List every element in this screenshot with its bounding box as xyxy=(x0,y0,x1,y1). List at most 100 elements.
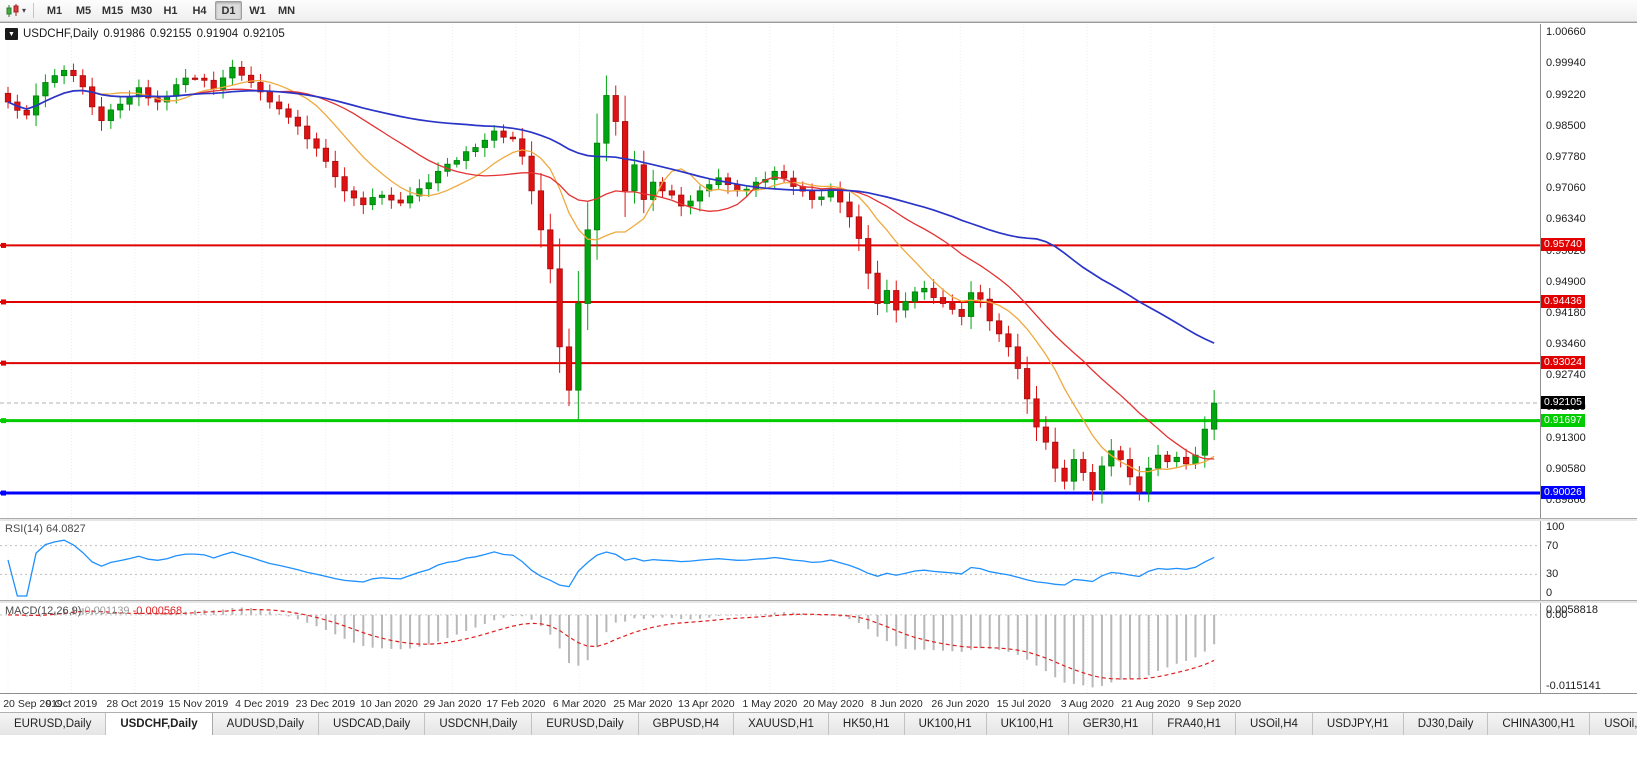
price-axis[interactable]: 1.00660 0.99940 0.99220 0.98500 0.97780 0.970… xyxy=(1540,24,1637,518)
ma-50-line xyxy=(7,89,1215,344)
rsi-axis-label: 100 xyxy=(1546,521,1565,533)
tab-usdcad-daily[interactable]: USDCAD,Daily xyxy=(318,713,426,735)
macd-pane[interactable]: MACD(12,26,9) 0.001139 -0.000568 0.00588… xyxy=(0,602,1637,693)
date-label: 10 Jan 2020 xyxy=(360,698,418,710)
price-line-badge: 0.94436 xyxy=(1541,294,1585,308)
rsi-pane[interactable]: RSI(14) 64.0827 100 70 30 0 xyxy=(0,520,1637,600)
tab-china300-h1[interactable]: CHINA300,H1 xyxy=(1488,713,1591,735)
tf-button-M15[interactable]: M15 xyxy=(101,4,124,17)
rsi-axis-label: 30 xyxy=(1546,568,1559,581)
price-line-badge: 0.93024 xyxy=(1541,356,1585,370)
price-axis-label: 0.93460 xyxy=(1546,338,1586,351)
price-axis-label: 0.94900 xyxy=(1546,275,1586,288)
date-label: 26 Jun 2020 xyxy=(931,698,990,710)
tab-ger30-h1[interactable]: GER30,H1 xyxy=(1068,713,1154,735)
rsi-axis[interactable]: 100 70 30 0 xyxy=(1540,520,1637,600)
price-axis-label: 0.94180 xyxy=(1546,307,1586,320)
macd-histogram xyxy=(16,607,1216,688)
hline-handle[interactable] xyxy=(1,360,6,366)
tab-dj30-daily[interactable]: DJ30,Daily xyxy=(1403,713,1489,735)
price-axis-label: 0.99220 xyxy=(1546,88,1586,101)
date-label: 6 Mar 2020 xyxy=(552,698,606,710)
date-label: 1 May 2020 xyxy=(742,698,798,710)
date-label: 23 Dec 2019 xyxy=(295,698,356,710)
tf-button-D1[interactable]: D1 xyxy=(215,1,243,20)
macd-chart[interactable] xyxy=(0,602,1540,693)
tf-button-M1[interactable]: M1 xyxy=(46,4,63,17)
chart-marker-icon: ▼ xyxy=(5,28,18,40)
ohlc-close: 0.92105 xyxy=(243,28,285,40)
grid-lines xyxy=(7,24,1215,518)
date-axis[interactable]: 20 Sep 2019 9 Oct 2019 28 Oct 2019 15 Nov 2… xyxy=(0,693,1637,713)
tf-button-H4[interactable]: H4 xyxy=(192,4,207,17)
tab-audusd-daily[interactable]: AUDUSD,Daily xyxy=(212,713,319,735)
timeframe-buttons: M1 M5 M15 M30 H1 H4 D1 W1 MN xyxy=(41,1,300,20)
symbol-period-label: USDCHF,Daily xyxy=(23,28,99,40)
price-axis-label: 0.97780 xyxy=(1546,151,1586,164)
price-line-badge: 0.91697 xyxy=(1541,413,1585,427)
tab-usdjpy-h1[interactable]: USDJPY,H1 xyxy=(1312,713,1404,735)
tab-uk100-h1[interactable]: UK100,H1 xyxy=(986,713,1069,735)
tab-hk50-h1[interactable]: HK50,H1 xyxy=(828,713,905,735)
date-label: 4 Dec 2019 xyxy=(235,698,289,710)
hline-handle[interactable] xyxy=(1,418,6,424)
date-label: 9 Oct 2019 xyxy=(45,698,98,710)
ohlc-low: 0.91904 xyxy=(196,28,239,40)
tab-eurusd-daily[interactable]: EURUSD,Daily xyxy=(532,713,639,735)
price-axis-label: 0.91300 xyxy=(1546,431,1586,444)
hline-handle[interactable] xyxy=(1,299,6,305)
candlesticks xyxy=(4,59,1218,504)
macd-axis-label: 0.00 xyxy=(1546,608,1568,621)
date-label: 20 Sep 2019 xyxy=(3,698,63,710)
tf-button-MN[interactable]: MN xyxy=(277,4,296,17)
pane-splitter[interactable] xyxy=(0,518,1637,521)
tab-xauusd-h1[interactable]: XAUUSD,H1 xyxy=(734,713,829,735)
price-line-badge: 0.95740 xyxy=(1541,238,1585,252)
chevron-down-icon: ▾ xyxy=(22,5,27,15)
tab-usdcnh-daily[interactable]: USDCNH,Daily xyxy=(425,713,533,735)
price-axis-label: 1.00660 xyxy=(1546,26,1586,39)
hline-handle[interactable] xyxy=(1,242,6,248)
price-axis-label: 0.97060 xyxy=(1546,182,1586,195)
rsi-chart[interactable] xyxy=(0,520,1540,600)
macd-axis[interactable]: 0.0058818 0.00 -0.0115141 xyxy=(1540,602,1637,693)
macd-label: MACD(12,26,9) 0.001139 -0.000568 xyxy=(5,605,183,617)
tab-eurusd-daily[interactable]: EURUSD,Daily xyxy=(0,713,107,735)
price-chart[interactable] xyxy=(0,24,1540,518)
tf-button-W1[interactable]: W1 xyxy=(249,4,266,17)
macd-axis-label: 0.0058818 xyxy=(1546,604,1598,616)
date-label: 29 Jan 2020 xyxy=(423,698,482,710)
price-line-badge: 0.90026 xyxy=(1541,486,1585,500)
date-label: 28 Oct 2019 xyxy=(106,698,164,710)
chart-window: ▼ USDCHF,Daily 0.91986 0.92155 0.91904 0… xyxy=(0,22,1637,713)
horizontal-lines[interactable] xyxy=(0,242,1540,496)
candlestick-icon xyxy=(6,3,19,17)
date-label: 15 Nov 2019 xyxy=(168,698,229,710)
price-axis-label: 0.96340 xyxy=(1546,213,1586,226)
tab-fra40-h1[interactable]: FRA40,H1 xyxy=(1153,713,1236,735)
price-axis-label: 0.98500 xyxy=(1546,119,1586,132)
toolbar-separator xyxy=(33,3,35,18)
pane-splitter[interactable] xyxy=(0,600,1637,603)
rsi-line xyxy=(7,539,1215,597)
date-label: 15 Jul 2020 xyxy=(996,698,1051,710)
ohlc-high: 0.92155 xyxy=(149,28,192,40)
macd-signal-line xyxy=(7,608,1215,680)
tab-usoil-h1[interactable]: USOil,H1 xyxy=(1590,713,1637,735)
tab-usoil-h4[interactable]: USOil,H4 xyxy=(1235,713,1313,735)
tf-button-M30[interactable]: M30 xyxy=(130,4,153,17)
price-axis-label: 0.90580 xyxy=(1546,463,1586,476)
date-label: 17 Feb 2020 xyxy=(486,698,546,710)
tab-uk100-h1[interactable]: UK100,H1 xyxy=(904,713,987,735)
tab-gbpusd-h4[interactable]: GBPUSD,H4 xyxy=(638,713,735,735)
tf-button-H1[interactable]: H1 xyxy=(163,4,178,17)
tf-button-M5[interactable]: M5 xyxy=(75,4,92,17)
hline-handle[interactable] xyxy=(1,490,6,496)
current-price-badge: 0.92105 xyxy=(1541,395,1585,409)
date-label: 9 Sep 2020 xyxy=(1187,698,1242,710)
price-pane[interactable]: ▼ USDCHF,Daily 0.91986 0.92155 0.91904 0… xyxy=(0,24,1637,518)
rsi-axis-label: 70 xyxy=(1546,539,1559,552)
date-label: 8 Jun 2020 xyxy=(870,698,923,710)
chart-type-icon[interactable]: ▾ xyxy=(4,3,28,18)
tab-usdchf-daily[interactable]: USDCHF,Daily xyxy=(106,713,213,735)
